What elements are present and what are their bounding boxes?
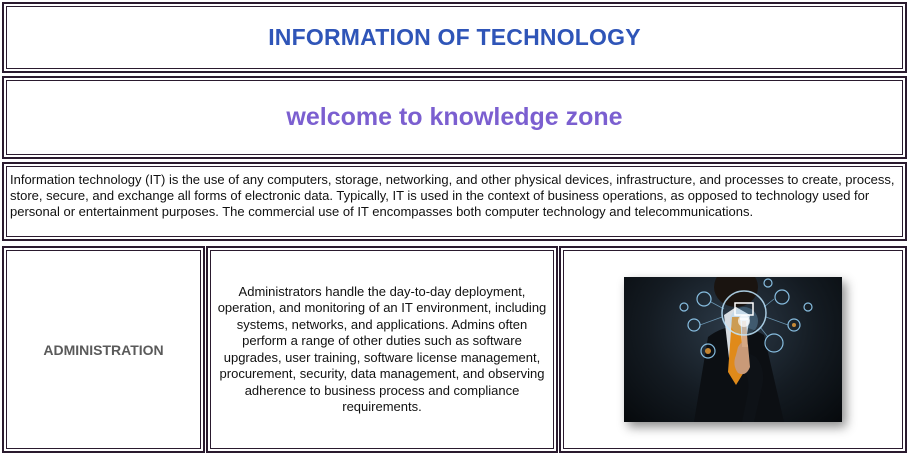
- section-description: Administrators handle the day-to-day dep…: [217, 283, 547, 415]
- welcome-heading: welcome to knowledge zone: [286, 103, 623, 131]
- businessman-touching-digital-interface-icon: [624, 277, 842, 422]
- intro-paragraph: Information technology (IT) is the use o…: [10, 172, 895, 219]
- welcome-box: welcome to knowledge zone: [2, 76, 907, 159]
- page-title: INFORMATION OF TECHNOLOGY: [268, 24, 641, 50]
- section-label: ADMINISTRATION: [43, 341, 164, 358]
- section-image-cell: [559, 246, 907, 453]
- photo-illustration: [679, 277, 813, 422]
- section-description-cell: Administrators handle the day-to-day dep…: [206, 246, 558, 453]
- title-box: INFORMATION OF TECHNOLOGY: [2, 2, 907, 73]
- section-label-cell: ADMINISTRATION: [2, 246, 205, 453]
- intro-box: Information technology (IT) is the use o…: [2, 162, 907, 241]
